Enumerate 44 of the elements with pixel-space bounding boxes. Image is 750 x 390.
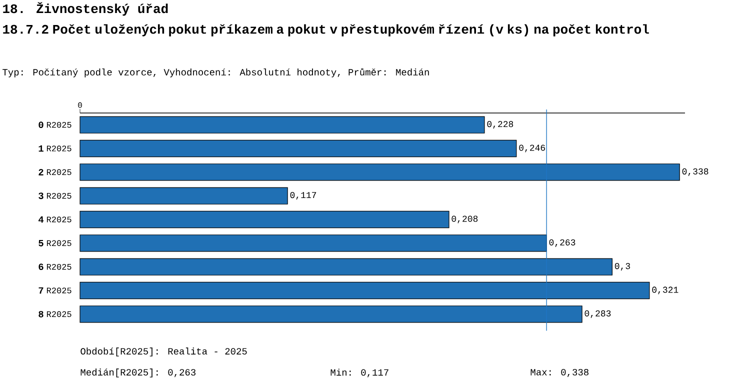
bar (80, 210, 450, 228)
bar (80, 116, 485, 134)
text: 2 (38, 168, 44, 176)
bar (80, 164, 680, 181)
y-tick-label: R2025 (46, 122, 72, 128)
text: Min: 0,117 (330, 368, 388, 378)
text: 0 (78, 102, 82, 108)
text: 8 (38, 310, 44, 318)
data-label: 0,3 (614, 263, 630, 271)
y-tick-label: R2025 (46, 311, 72, 318)
data-label: 0,208 (452, 216, 478, 224)
y-tick-label: R2025 (46, 169, 72, 176)
y-tick-label: R2025 (46, 240, 72, 246)
bar (80, 234, 547, 252)
y-tick-label: R2025 (46, 216, 72, 222)
text: 1 (38, 145, 44, 152)
chart-subtitle: 18.7.2 Počet uložených pokut příkazem a pokut v přestupkovém řízení (v ks) na počet kontrol (3, 24, 649, 36)
data-label: 0,228 (487, 121, 514, 129)
text: Období[R2025]: Realita - 2025 (80, 348, 247, 356)
bar (80, 140, 517, 158)
bar (80, 258, 612, 276)
y-tick-label: R2025 (46, 288, 72, 294)
data-label: 0,283 (584, 310, 611, 318)
text: Medián[R2025]: 0,263 (80, 368, 196, 378)
data-label: 0,321 (652, 286, 678, 294)
y-tick-label: R2025 (46, 264, 72, 270)
data-label: 0,246 (519, 144, 546, 152)
y-tick-label: R2025 (46, 192, 72, 199)
y-tick-label: R2025 (46, 146, 72, 152)
data-label: 0,117 (290, 192, 316, 200)
bar (80, 306, 582, 323)
text: Max: 0,338 (530, 368, 588, 378)
bar (80, 187, 288, 204)
bar (80, 282, 650, 300)
data-label: 0,338 (682, 168, 708, 176)
text: 7 (38, 287, 44, 294)
text: 3 (38, 192, 44, 200)
text: 5 (38, 240, 44, 246)
data-label: 0,263 (549, 239, 576, 247)
text: Typ: Počítaný podle vzorce, Vyhodnocení: Absolutní hodnoty, Průměr: Medián (2, 68, 429, 78)
text: 0 (38, 122, 44, 128)
text: 4 (38, 216, 44, 223)
text: 6 (38, 264, 44, 270)
chart-title: 18. Živnostenský úřad (3, 2, 168, 16)
